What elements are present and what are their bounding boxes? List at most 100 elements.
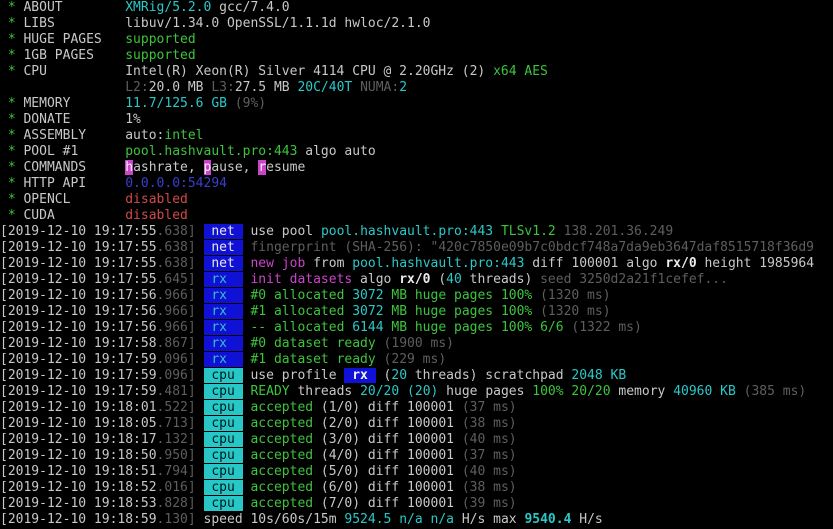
- terminal-text: (2/0) diff 100001: [313, 416, 454, 431]
- terminal-text: [2019-12-10 19:17:59: [0, 352, 157, 367]
- header-opencl: * OPENCL disabled: [0, 192, 833, 208]
- terminal-text: auto:: [125, 128, 165, 143]
- terminal-text: (3/0) diff 100001: [313, 432, 454, 447]
- terminal-text: height: [696, 256, 760, 271]
- terminal-text: MEMORY: [23, 96, 126, 111]
- terminal-text: [196, 496, 204, 511]
- terminal-text: [2019-12-10 19:17:55: [0, 224, 157, 239]
- terminal-text: accepted: [250, 400, 314, 415]
- terminal-text: scratchpad: [477, 368, 572, 383]
- log-net-fingerprint: [2019-12-10 19:17:55.638] net fingerprin…: [0, 240, 833, 256]
- header-cuda: * CUDA disabled: [0, 208, 833, 224]
- terminal-text: [196, 512, 204, 527]
- header-huge-pages: * HUGE PAGES supported: [0, 32, 833, 48]
- terminal-text: .130]: [156, 512, 196, 527]
- terminal-text: 100% 20/20: [532, 384, 611, 399]
- terminal-text: [2019-12-10 19:18:51: [0, 464, 157, 479]
- terminal-text: 20/20: [360, 384, 400, 399]
- terminal-text: [454, 512, 462, 527]
- terminal-text: 40960 KB: [673, 384, 736, 399]
- terminal-text: [2019-12-10 19:17:56: [0, 320, 157, 335]
- header-donate: * DONATE 1%: [0, 112, 833, 128]
- header-1gb-pages: * 1GB PAGES supported: [0, 48, 833, 64]
- terminal-text: [196, 304, 204, 319]
- terminal-text: 100001: [571, 256, 619, 271]
- terminal-text: threads): [407, 368, 478, 383]
- terminal-text: pool.hashvault.pro:443: [352, 256, 525, 271]
- log-cpu-accepted-3: [2019-12-10 19:18:17.132] cpu accepted (…: [0, 432, 833, 448]
- terminal-text: .638]: [156, 256, 196, 271]
- log-tag-net: net: [203, 240, 243, 255]
- header-cpu-cache: L2:20.0 MB L3:27.5 MB 20C/40T NUMA:2: [0, 80, 833, 96]
- terminal-text: (37 ms): [454, 400, 517, 415]
- log-tag-cpu: cpu: [203, 448, 243, 463]
- terminal-text: [2019-12-10 19:17:58: [0, 336, 157, 351]
- terminal-text: 27.5 MB: [234, 80, 290, 95]
- log-tag-net: net: [203, 256, 243, 271]
- terminal-text: [2019-12-10 19:18:59: [0, 512, 157, 527]
- terminal-text: huge pages: [438, 384, 533, 399]
- log-tag-cpu: cpu: [203, 416, 243, 431]
- header-pool-1: * POOL #1 pool.hashvault.pro:443 algo au…: [0, 144, 833, 160]
- log-rx-alloc-1: [2019-12-10 19:17:56.966] rx #1 allocate…: [0, 304, 833, 320]
- log-net-new-job: [2019-12-10 19:17:55.638] net new job fr…: [0, 256, 833, 272]
- log-tag-rx: rx: [203, 336, 243, 351]
- terminal-text: use profile: [250, 368, 345, 383]
- terminal-text: [196, 368, 204, 383]
- terminal-text: [2019-12-10 19:18:52: [0, 480, 157, 495]
- terminal-text: L2:: [125, 80, 149, 95]
- terminal-text: 11.7/125.6 GB: [125, 96, 227, 111]
- log-tag-rx: rx: [203, 288, 243, 303]
- terminal-text: [2019-12-10 19:17:55: [0, 240, 157, 255]
- terminal-text: intel: [164, 128, 204, 143]
- log-cpu-accepted-2: [2019-12-10 19:18:05.713] cpu accepted (…: [0, 416, 833, 432]
- header-http-api: * HTTP API 0.0.0.0:54294: [0, 176, 833, 192]
- terminal-text: [196, 336, 204, 351]
- hotkey-h: h: [125, 160, 134, 175]
- terminal-text: 20.0 MB: [148, 80, 204, 95]
- terminal-text: [196, 384, 204, 399]
- log-tag-rx: rx: [203, 320, 243, 335]
- terminal-text: [493, 224, 501, 239]
- terminal-text: [2019-12-10 19:18:01: [0, 400, 157, 415]
- terminal-text: *: [0, 176, 24, 191]
- terminal-text: 1GB PAGES: [23, 48, 126, 63]
- log-cpu-accepted-1: [2019-12-10 19:18:01.522] cpu accepted (…: [0, 400, 833, 416]
- terminal-text: esume: [266, 160, 306, 175]
- log-tag-cpu: cpu: [203, 496, 243, 511]
- terminal-text: .638]: [156, 240, 196, 255]
- terminal-text: algo: [352, 272, 400, 287]
- terminal-text: #0 allocated: [250, 288, 345, 303]
- terminal-text: (38 ms): [454, 480, 517, 495]
- terminal-text: accepted: [250, 496, 314, 511]
- terminal-text: accepted: [250, 464, 314, 479]
- terminal-text: L3:: [211, 80, 235, 95]
- terminal-text: x64 AES: [493, 64, 548, 79]
- terminal-text: fingerprint (SHA-256): "420c7850e09b7c0b…: [250, 240, 815, 255]
- terminal-text: accepted: [250, 480, 314, 495]
- terminal-text: (20): [399, 384, 439, 399]
- terminal-text: (1322 ms): [563, 320, 642, 335]
- log-tag-cpu: cpu: [203, 400, 243, 415]
- terminal-text: DONATE: [23, 112, 126, 127]
- terminal-text: pool.hashvault.pro:443: [125, 144, 298, 159]
- log-rx-alloc-0: [2019-12-10 19:17:56.966] rx #0 allocate…: [0, 288, 833, 304]
- terminal-text: [196, 480, 204, 495]
- terminal-text: 20C/40T: [297, 80, 353, 95]
- log-speed: [2019-12-10 19:18:59.130] speed 10s/60s/…: [0, 512, 833, 528]
- terminal-text: *: [0, 112, 24, 127]
- terminal-text: 3072: [352, 304, 384, 319]
- terminal-text: (7/0) diff 100001: [313, 496, 454, 511]
- terminal-text: CUDA: [23, 208, 126, 223]
- hotkey-p: p: [203, 160, 212, 175]
- terminal-text: MB huge pages 100%: [383, 288, 533, 303]
- log-tag-cpu: cpu: [203, 480, 243, 495]
- terminal-text: threads): [461, 272, 533, 287]
- header-cpu: * CPU Intel(R) Xeon(R) Silver 4114 CPU @…: [0, 64, 833, 80]
- terminal-text: HTTP API: [23, 176, 126, 191]
- terminal-text: use pool: [250, 224, 321, 239]
- log-cpu-ready: [2019-12-10 19:17:59.481] cpu READY thre…: [0, 384, 833, 400]
- terminal-text: [2019-12-10 19:17:55: [0, 256, 157, 271]
- terminal-text: 1985964: [759, 256, 815, 271]
